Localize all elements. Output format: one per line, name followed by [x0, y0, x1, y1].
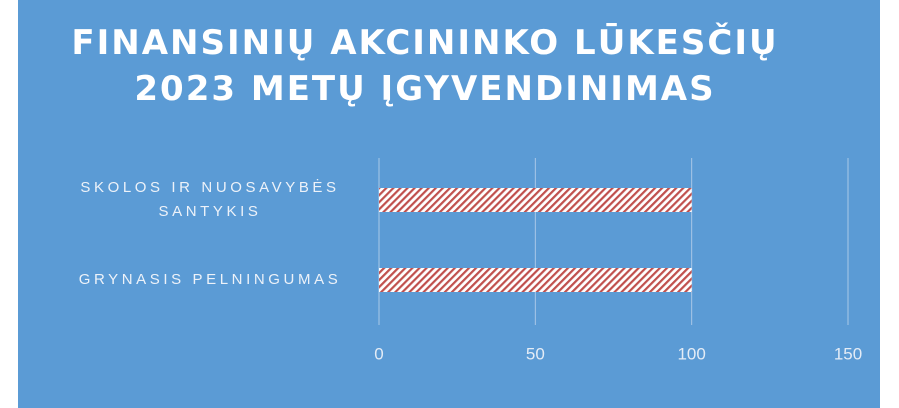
y-tick-label: GRYNASIS PELNINGUMAS [78, 271, 342, 288]
chart-title: FINANSINIŲ AKCININKO LŪKESČIŲ 2023 METŲ … [71, 23, 779, 109]
bar [379, 188, 692, 212]
x-tick-label: 0 [374, 344, 383, 363]
bar [379, 268, 692, 292]
category-label-box: GRYNASIS PELNINGUMAS [78, 271, 342, 288]
x-tick-label: 150 [834, 344, 862, 363]
y-tick-label: SKOLOS IR NUOSAVYBĖS SANTYKIS [80, 179, 340, 220]
x-tick-label: 50 [526, 344, 545, 363]
x-tick-label: 100 [677, 344, 705, 363]
category-label-box: SKOLOS IR NUOSAVYBĖS SANTYKIS [80, 179, 340, 220]
